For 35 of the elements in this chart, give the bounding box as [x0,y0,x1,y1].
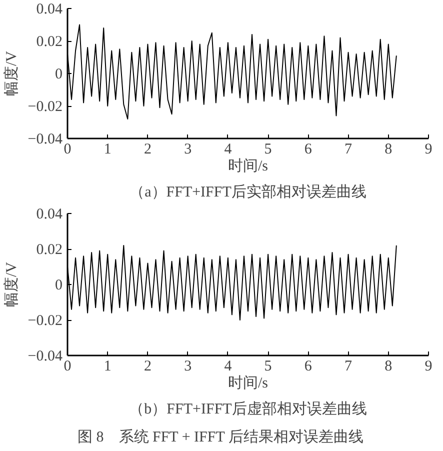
x-tick-label: 5 [264,142,272,158]
x-tick-label: 3 [184,358,192,374]
y-axis-title: 幅度/V [2,262,20,307]
x-tick-label: 6 [304,358,312,374]
x-tick-label: 8 [384,358,392,374]
x-tick-label: 1 [104,142,112,158]
x-axis-title: 时间/s [228,158,268,174]
x-tick-label: 2 [144,142,152,158]
x-tick-label: 4 [224,358,232,374]
x-tick-label: 8 [384,142,392,158]
y-tick-label: −0.02 [28,99,63,115]
y-tick-label: −0.04 [28,132,63,148]
y-tick-label: 0.04 [36,206,63,222]
x-tick-label: 3 [184,142,192,158]
y-tick-label: 0 [55,66,62,82]
y-tick-label: 0.02 [36,34,62,50]
y-tick-label: 0.02 [36,242,62,258]
x-tick-label: 9 [424,142,432,158]
x-tick-label: 1 [104,358,112,374]
y-tick-label: −0.04 [28,348,63,364]
x-tick-label: 7 [344,358,353,374]
x-tick-label: 9 [424,358,432,374]
x-tick-label: 2 [144,358,152,374]
x-tick-label: 7 [344,142,353,158]
y-tick-label: 0 [55,278,62,294]
y-tick-label: 0.04 [36,2,63,18]
y-tick-label: −0.02 [28,313,63,329]
x-tick-label: 5 [264,358,272,374]
y-axis-title: 幅度/V [2,50,20,96]
caption: 图 8 系统 FFT + IFFT 后结果相对误差曲线 [78,428,364,446]
x-tick-label: 6 [304,142,312,158]
text: （b）FFT+IFFT后虚部相对误差曲线 [129,400,367,418]
x-tick-label: 4 [224,142,232,158]
text: （a）FFT+IFFT后实部相对误差曲线 [130,184,366,200]
x-axis-title: 时间/s [228,374,268,392]
